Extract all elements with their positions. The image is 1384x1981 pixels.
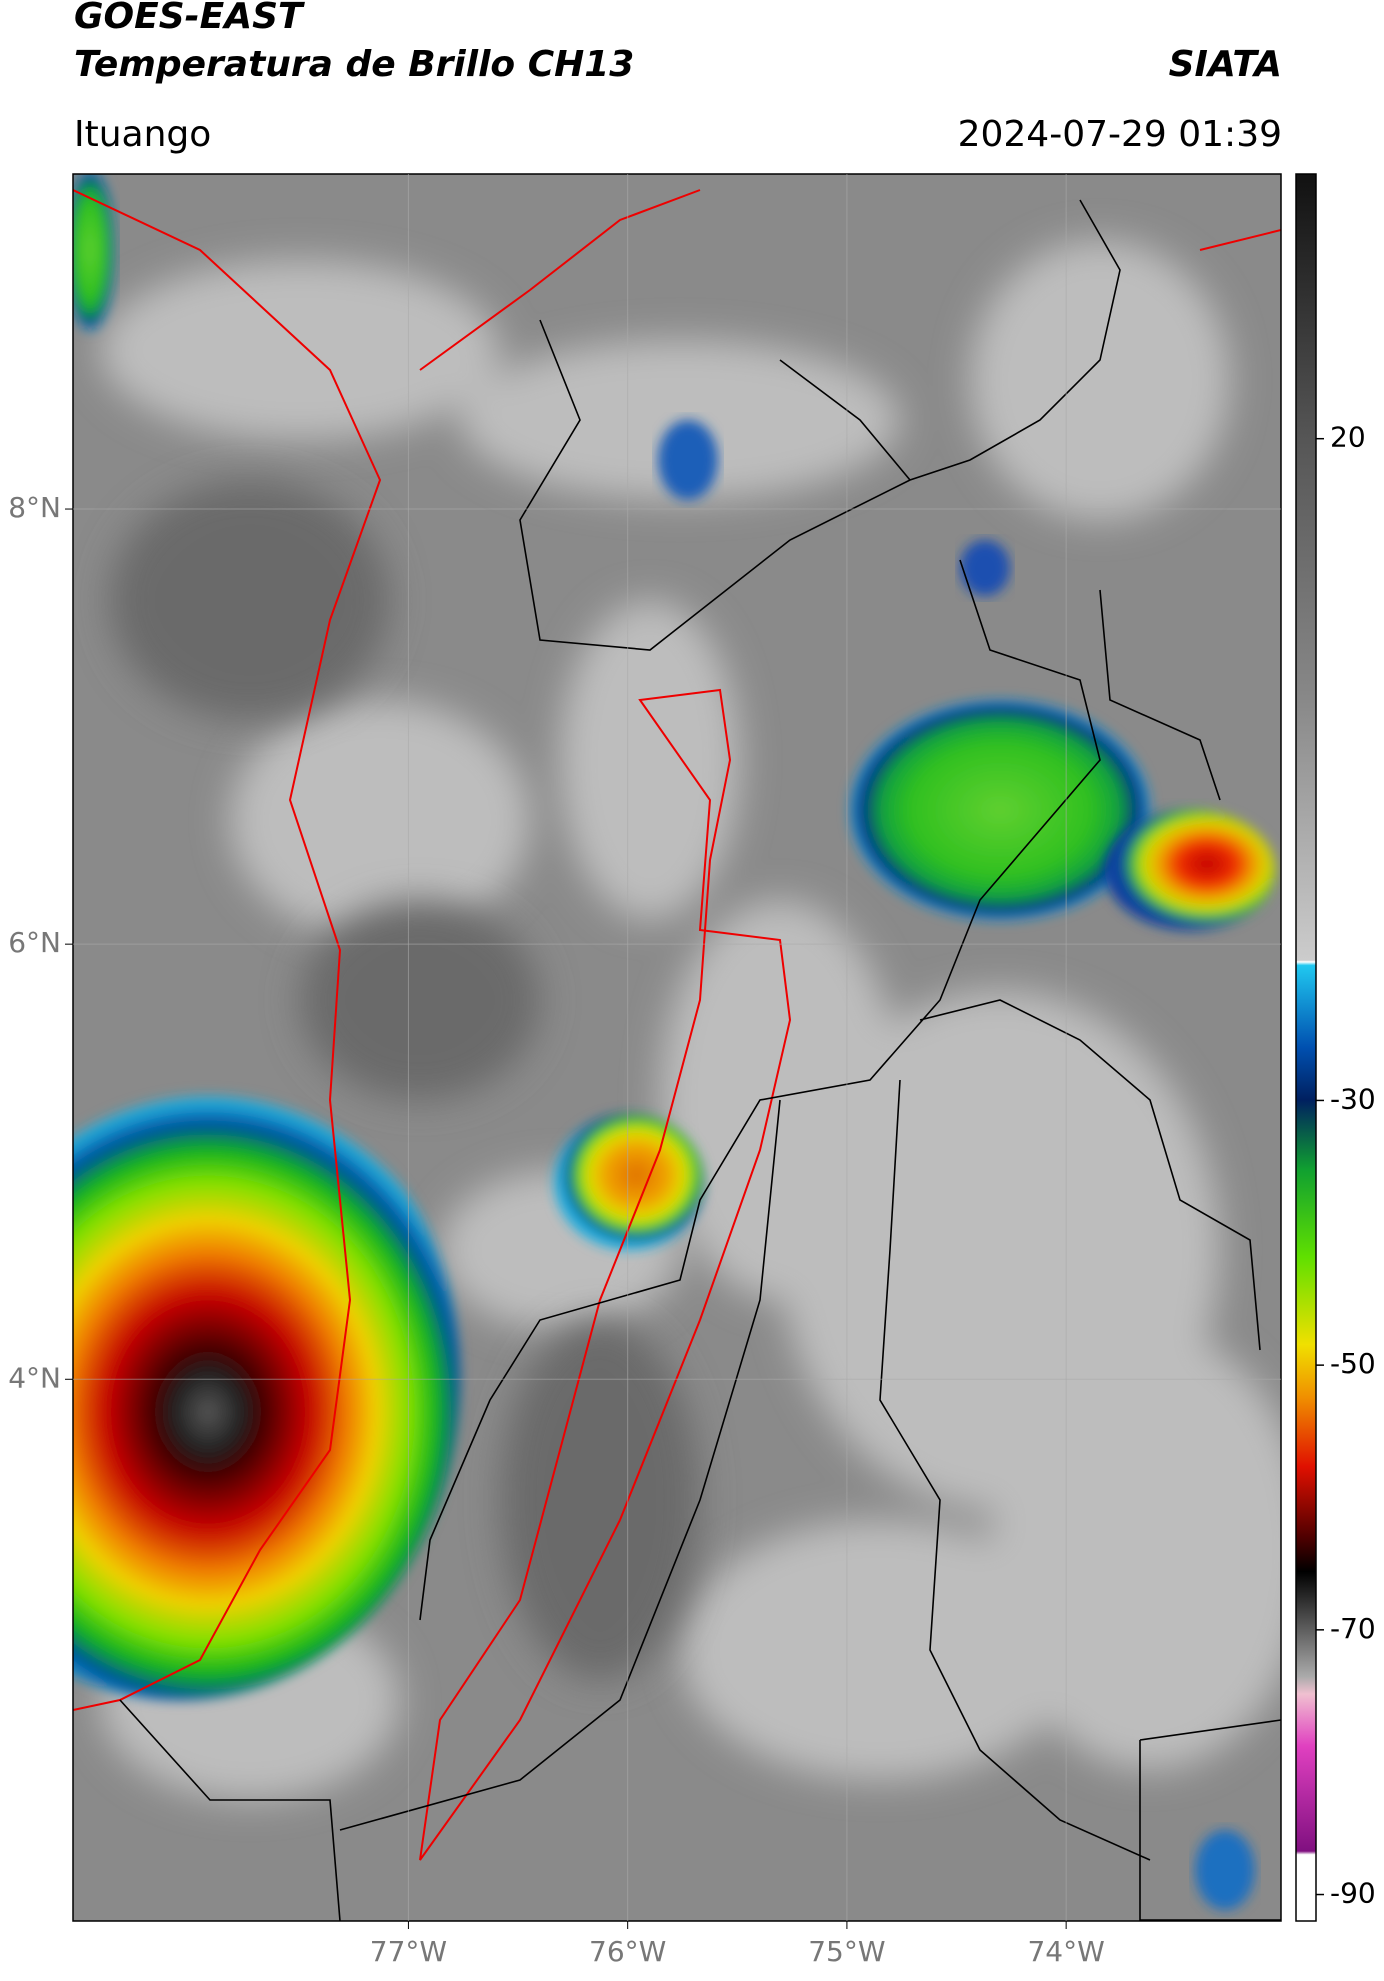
x-tick-label: 74°W: [1027, 1935, 1104, 1968]
satellite-image: [73, 174, 1281, 1921]
subtitle: Temperatura de Brillo CH13: [74, 44, 635, 85]
location: Ituango: [74, 114, 212, 155]
x-tick-label: 77°W: [370, 1935, 447, 1968]
colorbar: [1295, 173, 1317, 1922]
colorbar-tick-label: 20: [1330, 421, 1366, 454]
y-tick-label: 4°N: [8, 1361, 61, 1394]
map-frame: [72, 173, 1282, 1922]
title: GOES-EAST: [74, 0, 303, 37]
colorbar-tick-label: -70: [1330, 1612, 1376, 1645]
y-tick-label: 6°N: [8, 926, 61, 959]
colorbar-tick-label: -90: [1330, 1877, 1376, 1910]
x-tick-label: 75°W: [808, 1935, 885, 1968]
datetime: 2024-07-29 01:39: [957, 114, 1282, 155]
colorbar-tick-label: -30: [1330, 1082, 1376, 1115]
colorbar-tick-label: -50: [1330, 1347, 1376, 1380]
x-tick-label: 76°W: [589, 1935, 666, 1968]
source: SIATA: [1168, 44, 1282, 85]
y-tick-label: 8°N: [8, 491, 61, 524]
